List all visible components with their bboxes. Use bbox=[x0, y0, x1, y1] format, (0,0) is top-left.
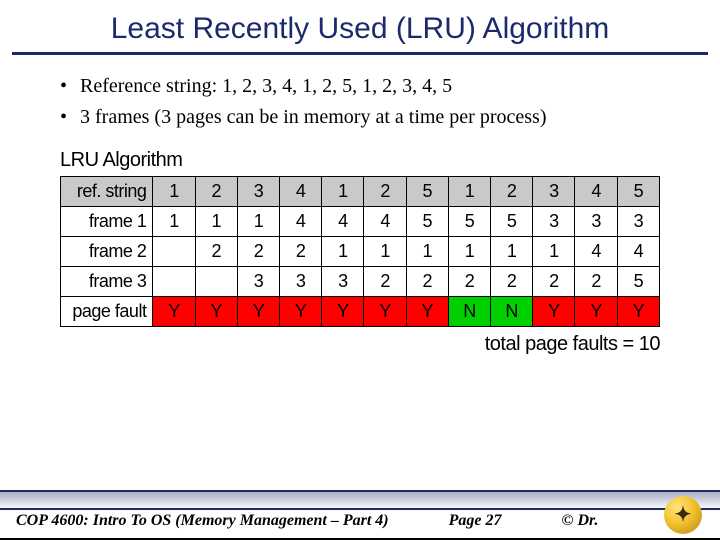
ref-cell: 1 bbox=[448, 177, 490, 207]
frame-cell bbox=[153, 237, 195, 267]
ref-cell: 4 bbox=[575, 177, 617, 207]
fault-cell: Y bbox=[280, 297, 322, 327]
frame-cell: 2 bbox=[448, 267, 490, 297]
fault-cell: Y bbox=[533, 297, 575, 327]
ref-cell: 2 bbox=[195, 177, 237, 207]
frame-cell: 5 bbox=[448, 207, 490, 237]
frame-cell: 4 bbox=[364, 207, 406, 237]
frame-cell: 3 bbox=[575, 207, 617, 237]
fault-cell: Y bbox=[153, 297, 195, 327]
row-frame-3: frame 3 3 3 3 2 2 2 2 2 2 5 bbox=[61, 267, 660, 297]
fault-cell: Y bbox=[617, 297, 659, 327]
footer-course: COP 4600: Intro To OS (Memory Management… bbox=[16, 512, 389, 530]
frame-cell: 5 bbox=[406, 207, 448, 237]
fault-cell: Y bbox=[575, 297, 617, 327]
ref-cell: 3 bbox=[533, 177, 575, 207]
frame-cell: 1 bbox=[533, 237, 575, 267]
fault-cell: Y bbox=[195, 297, 237, 327]
fault-cell: Y bbox=[237, 297, 279, 327]
ref-cell: 5 bbox=[406, 177, 448, 207]
ref-cell: 5 bbox=[617, 177, 659, 207]
ref-cell: 3 bbox=[237, 177, 279, 207]
frame-cell: 1 bbox=[153, 207, 195, 237]
frame-cell: 1 bbox=[195, 207, 237, 237]
bullet-item: Reference string: 1, 2, 3, 4, 1, 2, 5, 1… bbox=[60, 73, 680, 100]
frame-cell: 3 bbox=[533, 207, 575, 237]
table-caption: LRU Algorithm bbox=[60, 149, 660, 172]
frame-cell: 2 bbox=[491, 267, 533, 297]
fault-cell: Y bbox=[364, 297, 406, 327]
slide: Least Recently Used (LRU) Algorithm Refe… bbox=[0, 0, 720, 540]
frame-cell bbox=[195, 267, 237, 297]
fault-cell: Y bbox=[406, 297, 448, 327]
total-page-faults: total page faults = 10 bbox=[0, 333, 660, 356]
frame-cell: 1 bbox=[491, 237, 533, 267]
row-frame-1: frame 1 1 1 1 4 4 4 5 5 5 3 3 3 bbox=[61, 207, 660, 237]
ucf-logo-icon: ✦ bbox=[664, 496, 702, 534]
footer-gradient bbox=[0, 490, 720, 510]
footer-text: COP 4600: Intro To OS (Memory Management… bbox=[16, 512, 630, 530]
frame-cell: 1 bbox=[406, 237, 448, 267]
frame-cell: 3 bbox=[237, 267, 279, 297]
logo-glyph: ✦ bbox=[675, 502, 692, 527]
frame-cell: 3 bbox=[617, 207, 659, 237]
footer-page: Page 27 bbox=[449, 512, 502, 530]
frame-cell: 4 bbox=[575, 237, 617, 267]
bullet-item: 3 frames (3 pages can be in memory at a … bbox=[60, 104, 680, 131]
ref-cell: 2 bbox=[364, 177, 406, 207]
frame-cell: 5 bbox=[617, 267, 659, 297]
frame-cell: 4 bbox=[617, 237, 659, 267]
lru-table: ref. string 1 2 3 4 1 2 5 1 2 3 4 5 fram… bbox=[60, 176, 660, 327]
ref-cell: 1 bbox=[153, 177, 195, 207]
slide-title: Least Recently Used (LRU) Algorithm bbox=[12, 0, 708, 55]
frame-cell: 1 bbox=[364, 237, 406, 267]
frame-cell: 1 bbox=[322, 237, 364, 267]
frame-cell bbox=[153, 267, 195, 297]
row-label: page fault bbox=[61, 297, 153, 327]
frame-cell: 2 bbox=[406, 267, 448, 297]
row-label: frame 2 bbox=[61, 237, 153, 267]
frame-cell: 2 bbox=[533, 267, 575, 297]
fault-cell: N bbox=[491, 297, 533, 327]
footer-rule bbox=[0, 508, 720, 510]
frame-cell: 2 bbox=[575, 267, 617, 297]
row-ref-string: ref. string 1 2 3 4 1 2 5 1 2 3 4 5 bbox=[61, 177, 660, 207]
frame-cell: 4 bbox=[322, 207, 364, 237]
ref-cell: 4 bbox=[280, 177, 322, 207]
fault-cell: N bbox=[448, 297, 490, 327]
bullet-list: Reference string: 1, 2, 3, 4, 1, 2, 5, 1… bbox=[60, 73, 680, 131]
row-label: frame 1 bbox=[61, 207, 153, 237]
frame-cell: 3 bbox=[322, 267, 364, 297]
ref-cell: 1 bbox=[322, 177, 364, 207]
lru-table-wrap: LRU Algorithm ref. string 1 2 3 4 1 2 5 … bbox=[60, 149, 660, 327]
frame-cell: 2 bbox=[280, 237, 322, 267]
frame-cell: 4 bbox=[280, 207, 322, 237]
frame-cell: 5 bbox=[491, 207, 533, 237]
frame-cell: 2 bbox=[195, 237, 237, 267]
row-label: ref. string bbox=[61, 177, 153, 207]
slide-footer: COP 4600: Intro To OS (Memory Management… bbox=[0, 490, 720, 538]
row-label: frame 3 bbox=[61, 267, 153, 297]
frame-cell: 1 bbox=[448, 237, 490, 267]
ref-cell: 2 bbox=[491, 177, 533, 207]
row-page-fault: page fault Y Y Y Y Y Y Y N N Y Y Y bbox=[61, 297, 660, 327]
row-frame-2: frame 2 2 2 2 1 1 1 1 1 1 4 4 bbox=[61, 237, 660, 267]
frame-cell: 2 bbox=[364, 267, 406, 297]
frame-cell: 2 bbox=[237, 237, 279, 267]
frame-cell: 1 bbox=[237, 207, 279, 237]
frame-cell: 3 bbox=[280, 267, 322, 297]
footer-credit: © Dr. bbox=[561, 512, 598, 530]
fault-cell: Y bbox=[322, 297, 364, 327]
